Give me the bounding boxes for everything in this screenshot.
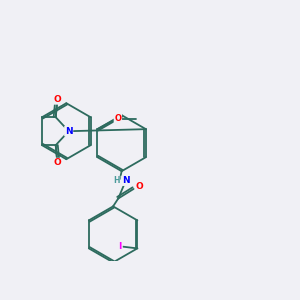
Text: O: O xyxy=(53,95,61,104)
Text: H: H xyxy=(113,176,120,185)
Text: N: N xyxy=(65,127,73,136)
Text: O: O xyxy=(136,182,144,191)
Text: N: N xyxy=(122,176,130,185)
Text: O: O xyxy=(53,158,61,167)
Text: I: I xyxy=(118,242,122,251)
Text: O: O xyxy=(114,114,122,123)
